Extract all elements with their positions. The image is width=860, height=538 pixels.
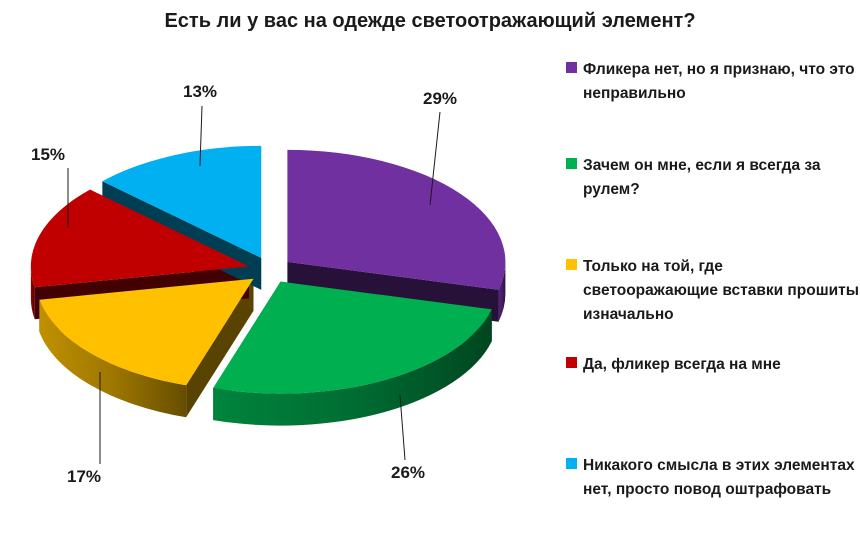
pie-slice-wall	[30, 266, 35, 320]
pie-slice-wall	[39, 299, 187, 418]
legend-item: Зачем он мне, если я всегда за рулем?	[566, 154, 860, 202]
legend-item: Да, фликер всегда на мне	[566, 353, 860, 377]
legend-swatch	[566, 458, 577, 469]
slice-value-label: 29%	[423, 89, 457, 108]
leader-line	[429, 111, 441, 206]
legend-label: Фликера нет, но я признаю, что это непра…	[583, 61, 855, 102]
legend-label: Зачем он мне, если я всегда за рулем?	[583, 157, 821, 198]
legend-item: Только на той, где светооражающие вставк…	[566, 255, 860, 327]
pie-slice	[287, 149, 506, 290]
legend-item: Никакого смысла в этих элементах нет, пр…	[566, 454, 860, 502]
leader-line	[199, 105, 203, 167]
legend-label: Да, фликер всегда на мне	[583, 356, 781, 373]
slice-value-label: 13%	[183, 82, 217, 101]
legend-swatch	[566, 62, 577, 73]
leader-line	[399, 394, 406, 461]
slice-value-label: 15%	[31, 145, 65, 164]
chart-title: Есть ли у вас на одежде светоотражающий …	[164, 10, 696, 32]
pie-slice	[102, 145, 262, 258]
legend-label: Никакого смысла в этих элементах нет, пр…	[583, 457, 855, 498]
slice-value-label: 17%	[67, 467, 101, 486]
legend-swatch	[566, 259, 577, 270]
pie-slice	[213, 281, 492, 394]
slice-value-label: 26%	[391, 463, 425, 482]
legend-swatch	[566, 158, 577, 169]
pie-slice-wall	[498, 261, 506, 322]
legend-swatch	[566, 357, 577, 368]
pie-slice-wall	[213, 309, 492, 426]
legend-item: Фликера нет, но я признаю, что это непра…	[566, 58, 860, 106]
legend-label: Только на той, где светооражающие вставк…	[583, 258, 860, 323]
pie-slice	[39, 278, 254, 386]
pie-slice-side	[186, 278, 254, 418]
pie-slice	[30, 189, 249, 288]
